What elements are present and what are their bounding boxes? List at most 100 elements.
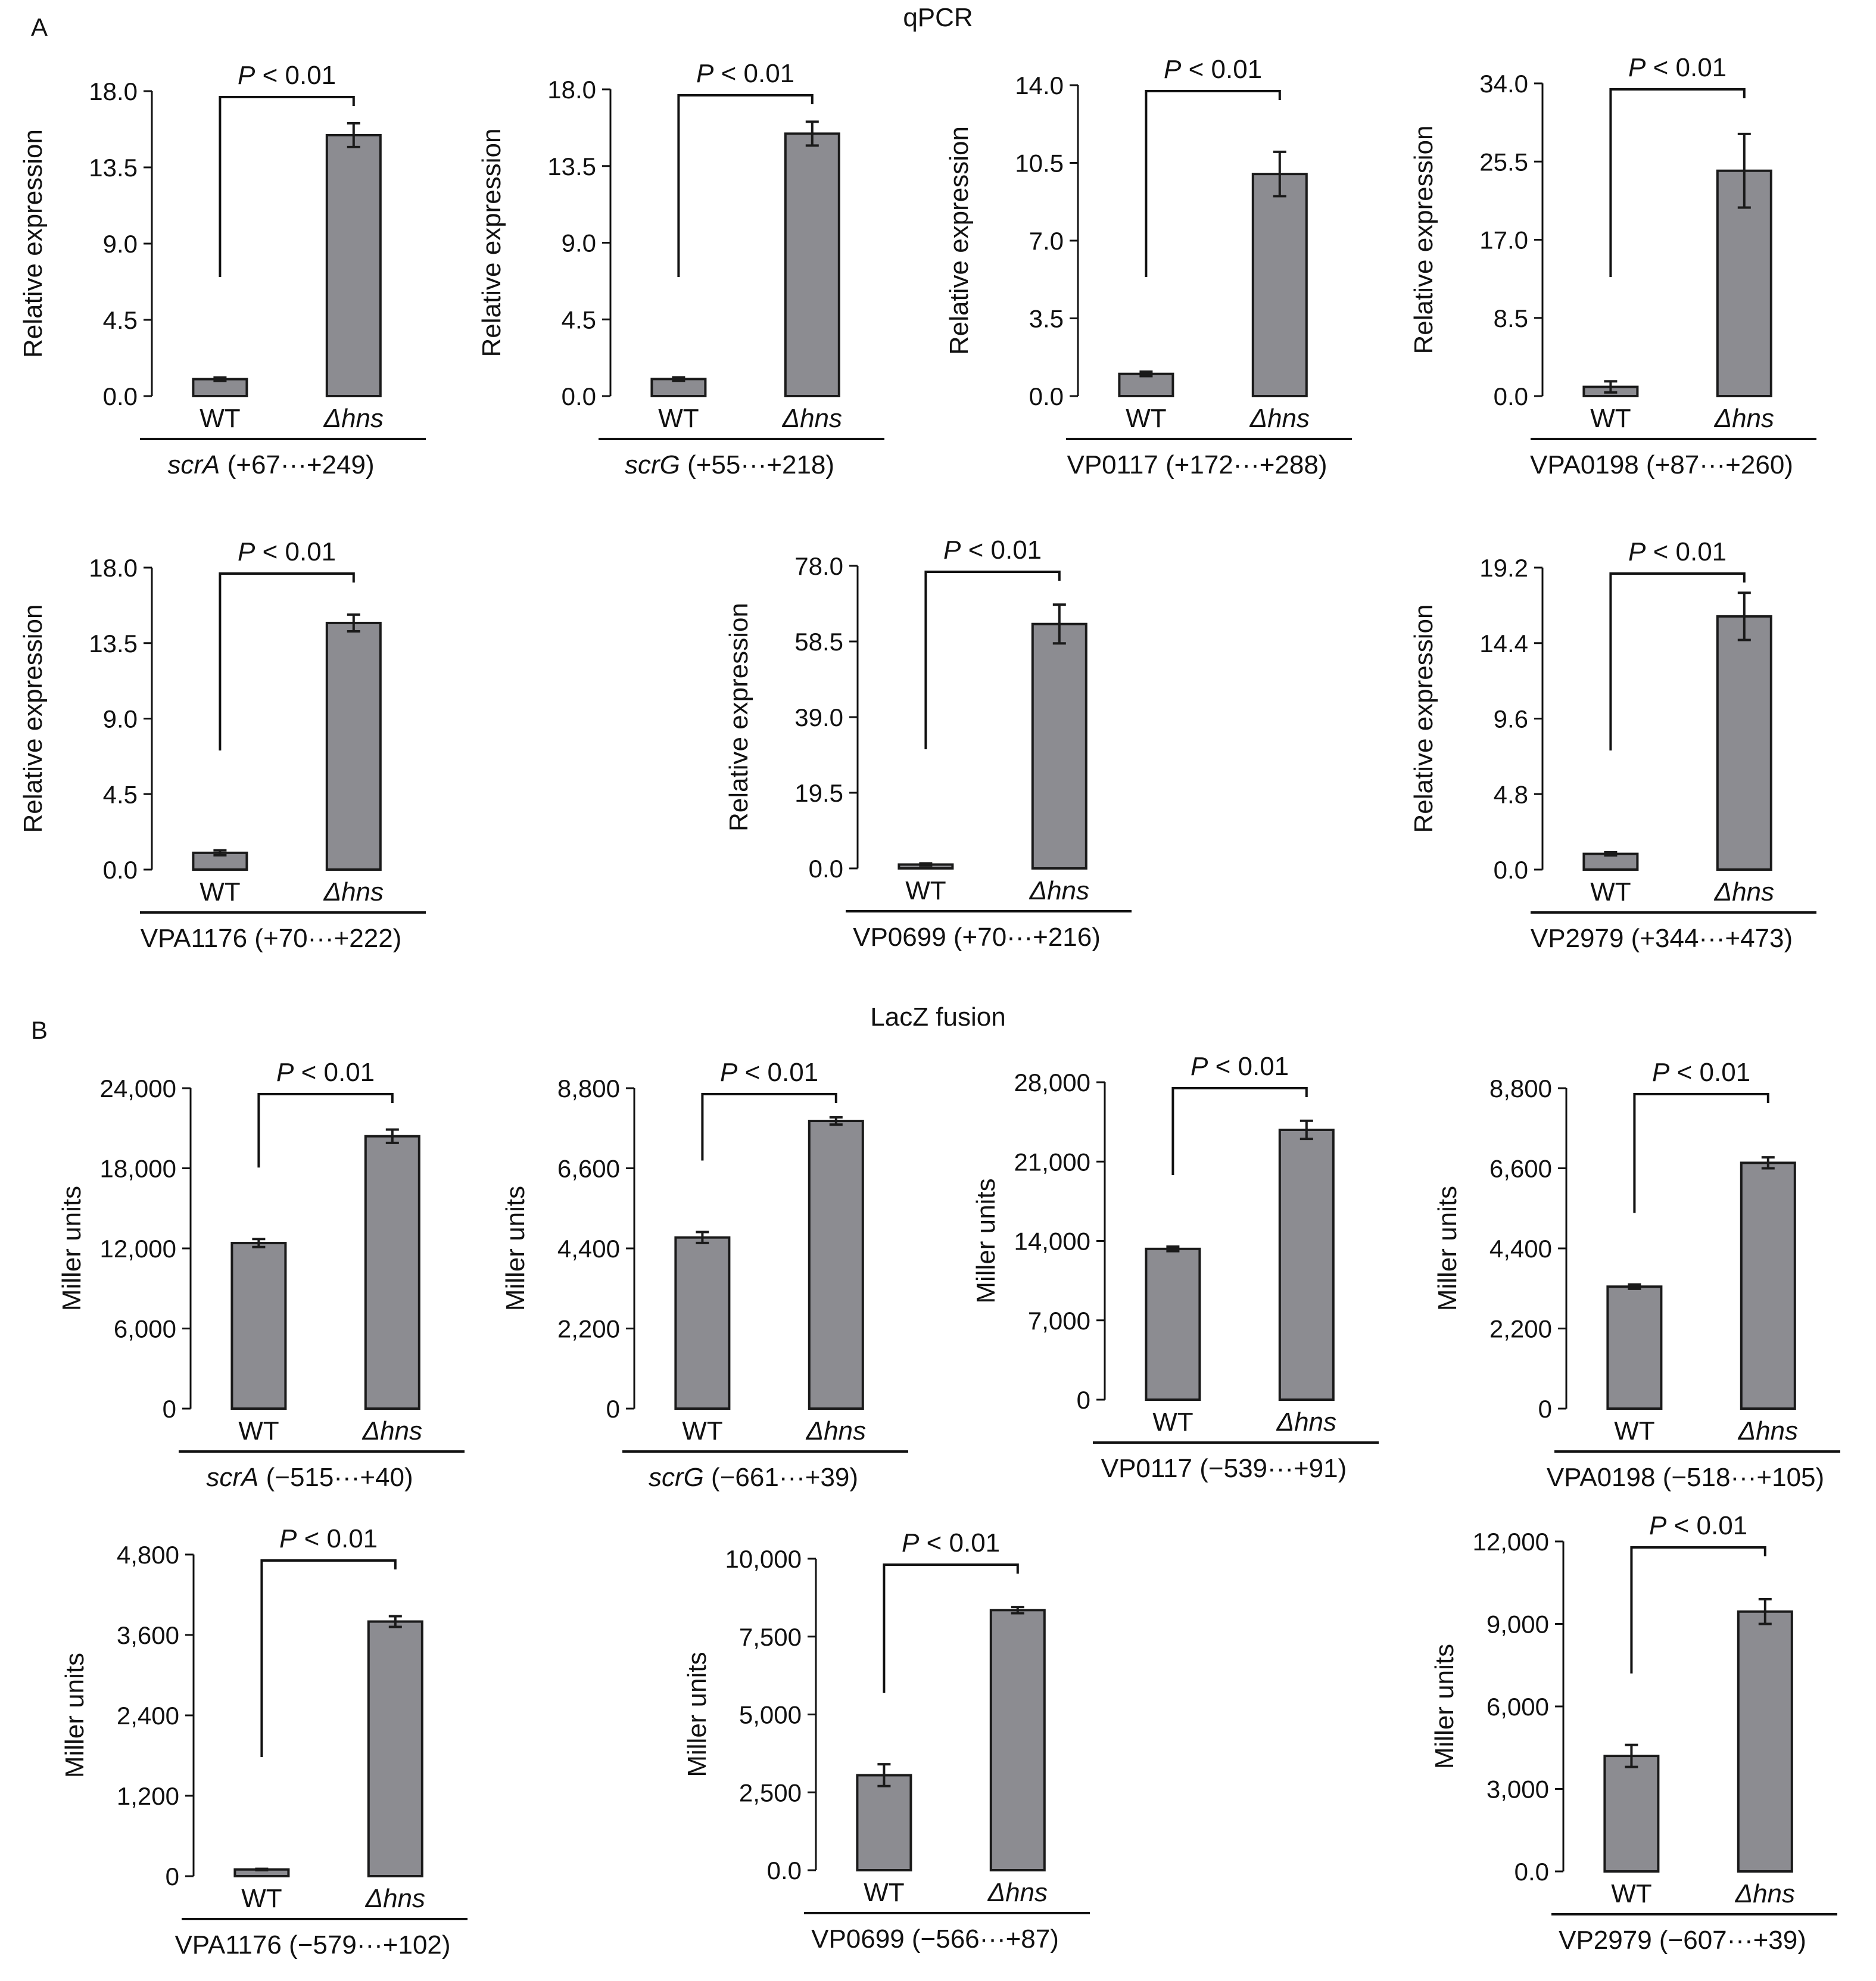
bar-dhns [989, 1609, 1046, 1871]
y-tick-label: 3.5 [1029, 305, 1064, 333]
y-axis-label: Miller units [57, 1186, 86, 1311]
bar-dhns [325, 621, 382, 871]
y-tick-label: 0 [163, 1395, 176, 1423]
y-tick-label: 58.5 [794, 628, 843, 656]
y-tick-label: 4.5 [103, 780, 138, 808]
significance-bracket [1630, 1546, 1766, 1674]
panel-letter-b: B [31, 1016, 48, 1044]
bar-wt [1603, 1755, 1660, 1873]
bar-wt [1606, 1285, 1663, 1410]
y-tick-label: 9.0 [103, 230, 138, 258]
y-tick-label: 21,000 [1014, 1148, 1090, 1176]
y-tick-label: 0.0 [103, 382, 138, 410]
significance-bracket [219, 96, 355, 277]
significance-label: P < 0.01 [1191, 1052, 1289, 1081]
y-tick-label: 0.0 [103, 856, 138, 884]
y-tick-label: 0.0 [1494, 382, 1528, 410]
x-category-label: Δhns [806, 1416, 866, 1446]
y-tick-label: 12,000 [1473, 1528, 1549, 1556]
y-tick-label: 19.5 [794, 779, 843, 807]
chart-8: 0 6,000 12,000 18,000 24,000 Miller units P < … [57, 1058, 465, 1492]
x-category-label: Δhns [323, 877, 384, 907]
y-axis-label: Miller units [60, 1653, 89, 1778]
bar-dhns [1031, 622, 1087, 870]
y-tick-label: 7,000 [1028, 1307, 1090, 1335]
y-tick-label: 9.6 [1494, 705, 1528, 733]
chart-6: 0.0 19.5 39.0 58.5 78.0 Relative expression P … [724, 535, 1132, 952]
bar-dhns [1251, 173, 1308, 397]
significance-bracket [701, 1093, 837, 1161]
y-tick-label: 10,000 [725, 1545, 802, 1573]
gene-region-label: VP2979 (−607···+39) [1559, 1926, 1806, 1955]
x-category-label: WT [905, 876, 946, 905]
significance-bracket [260, 1559, 397, 1757]
x-category-label: Δhns [1738, 1416, 1798, 1446]
y-tick-label: 3,000 [1487, 1776, 1549, 1804]
bar-dhns [784, 132, 840, 397]
significance-bracket [677, 94, 814, 277]
significance-bracket [1145, 90, 1281, 277]
x-category-label: Δhns [1735, 1879, 1795, 1908]
significance-label: P < 0.01 [696, 59, 794, 88]
y-tick-label: 6,600 [557, 1155, 620, 1183]
bar-dhns [1278, 1128, 1335, 1401]
y-tick-label: 4,400 [1489, 1235, 1552, 1263]
x-category-label: Δhns [362, 1416, 422, 1446]
significance-bracket [883, 1563, 1019, 1693]
significance-bracket [924, 571, 1061, 749]
y-tick-label: 13.5 [547, 152, 596, 180]
bar-wt [856, 1774, 912, 1872]
y-axis-label: Relative expression [18, 605, 48, 833]
bar-dhns [364, 1135, 420, 1410]
y-tick-label: 39.0 [794, 703, 843, 731]
gene-region-label: scrA (+67···+249) [167, 450, 374, 479]
charts-layer: 0.0 4.5 9.0 13.5 18.0 Relative expression P < … [18, 53, 1840, 1960]
significance-bracket [1171, 1087, 1308, 1176]
chart-2: 0.0 4.5 9.0 13.5 18.0 Relative expression P < … [477, 59, 884, 479]
y-tick-label: 28,000 [1014, 1069, 1090, 1097]
y-tick-label: 6,000 [114, 1315, 176, 1343]
gene-region-label: VPA0198 (−518···+105) [1547, 1463, 1824, 1492]
significance-label: P < 0.01 [279, 1524, 378, 1553]
y-tick-label: 3,600 [117, 1621, 179, 1649]
x-category-label: WT [238, 1416, 279, 1446]
x-category-label: Δhns [323, 404, 384, 433]
significance-label: P < 0.01 [720, 1058, 818, 1087]
y-tick-label: 14.4 [1479, 630, 1528, 658]
x-category-label: WT [1611, 1879, 1651, 1908]
y-tick-label: 18.0 [89, 77, 138, 105]
x-category-label: Δhns [1714, 877, 1774, 907]
y-tick-label: 0 [606, 1395, 620, 1423]
y-tick-label: 14,000 [1014, 1228, 1090, 1256]
significance-label: P < 0.01 [1652, 1058, 1750, 1087]
y-tick-label: 34.0 [1479, 70, 1528, 98]
gene-region-label: scrG (+55···+218) [625, 450, 834, 479]
y-tick-label: 18.0 [547, 76, 596, 104]
y-tick-label: 8,800 [1489, 1074, 1552, 1102]
significance-bracket [1609, 572, 1746, 750]
y-tick-label: 2,400 [117, 1702, 179, 1730]
bar-dhns [1737, 1610, 1793, 1873]
y-tick-label: 2,200 [557, 1315, 620, 1343]
y-tick-label: 0 [1538, 1395, 1552, 1423]
x-category-label: Δhns [782, 404, 842, 433]
y-tick-label: 0.0 [1514, 1858, 1549, 1886]
y-tick-label: 0.0 [1029, 382, 1064, 410]
bar-dhns [367, 1620, 423, 1877]
y-axis-label: Miller units [1433, 1186, 1462, 1311]
y-tick-label: 6,600 [1489, 1155, 1552, 1183]
gene-region-label: VPA0198 (+87···+260) [1530, 450, 1793, 479]
x-category-label: WT [200, 404, 240, 433]
y-tick-label: 9.0 [562, 229, 596, 257]
x-category-label: Δhns [987, 1878, 1048, 1907]
panel-letter-a: A [31, 13, 48, 41]
gene-region-label: VP0117 (+172···+288) [1067, 450, 1327, 479]
y-tick-label: 18,000 [100, 1155, 176, 1183]
y-tick-label: 0.0 [809, 855, 843, 883]
bar-dhns [325, 133, 382, 397]
significance-label: P < 0.01 [1649, 1511, 1747, 1540]
y-tick-label: 9,000 [1487, 1611, 1549, 1639]
chart-13: 0.0 2,500 5,000 7,500 10,000 Miller units P < … [683, 1528, 1090, 1954]
x-category-label: WT [241, 1884, 282, 1913]
significance-label: P < 0.01 [1628, 537, 1727, 566]
